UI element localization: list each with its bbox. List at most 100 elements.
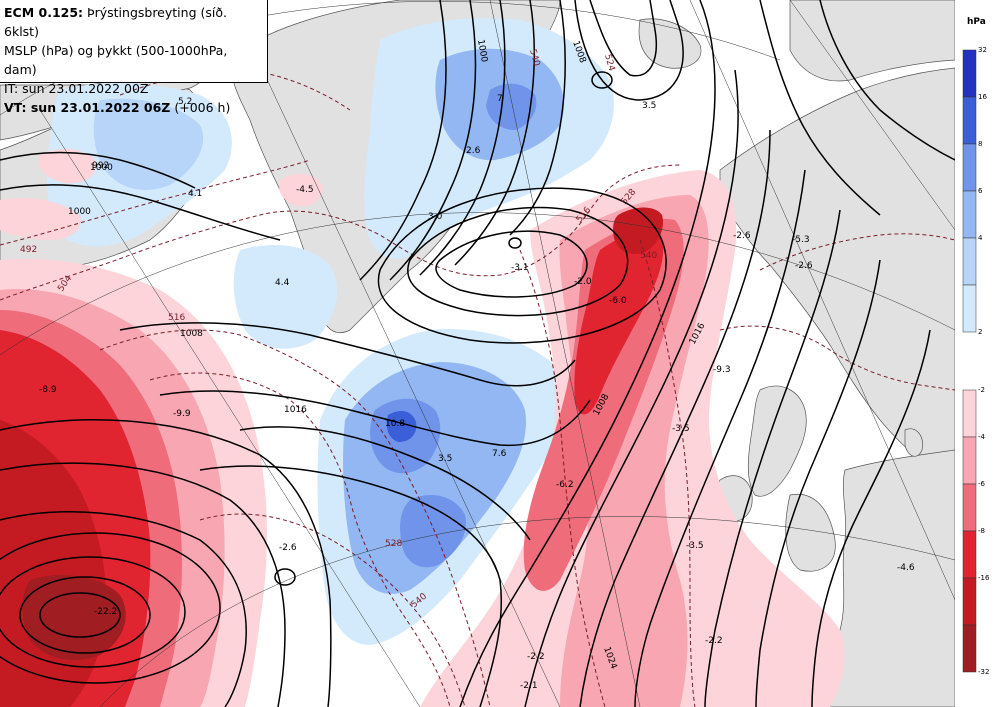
mslp-north-1 xyxy=(359,0,447,281)
mslp-front-7 xyxy=(811,329,931,707)
tendency-label: 7.6 xyxy=(492,449,507,459)
colorbar-segment xyxy=(962,49,977,98)
colorbar-segment xyxy=(962,530,977,579)
colorbar-tick-label: -4 xyxy=(978,433,985,441)
mslp-svalbard-ring-2 xyxy=(574,0,684,101)
tendency-label: 3.5 xyxy=(438,454,452,464)
colorbar-tick-label: 6 xyxy=(978,187,983,195)
pressure-label: 1000 xyxy=(475,39,489,64)
mslp-north-3 xyxy=(419,0,506,276)
mslp-front-3 xyxy=(579,129,771,707)
tendency-label: -2.1 xyxy=(520,681,538,691)
thickness-contour-6 xyxy=(519,249,606,707)
thickness-contour-4 xyxy=(149,372,451,707)
colorbar xyxy=(962,49,977,673)
colorbar-segment xyxy=(962,389,977,438)
thickness-label: 528 xyxy=(385,539,402,549)
colorbar-segment xyxy=(962,624,977,673)
mslp-center-1016 xyxy=(159,390,591,447)
colorbar-segment xyxy=(962,483,977,532)
pressure-label: 992 xyxy=(92,161,109,171)
tendency-label: 4.1 xyxy=(188,189,202,199)
tendency-label: -2.2 xyxy=(527,652,545,662)
rise-colorbar xyxy=(962,49,977,333)
tendency-label: -3.5 xyxy=(686,541,704,551)
weather-map: 1000 1008 1016 1000 1008 1016 1024 1000 … xyxy=(0,0,955,707)
lon-line-3 xyxy=(489,0,641,707)
thickness-label: 524 xyxy=(602,53,616,72)
tendency-label: 3.0 xyxy=(428,212,443,222)
info-box: ECM 0.125: Þrýstingsbreyting (síð. 6klst… xyxy=(0,0,268,115)
mslp-scand-2 xyxy=(819,0,955,161)
mslp-front-2 xyxy=(524,69,739,707)
colorbar-tick-label: -6 xyxy=(978,480,985,488)
tendency-label: -2.6 xyxy=(279,543,297,553)
colorbar-segment xyxy=(962,284,977,333)
thickness-contour-1 xyxy=(0,159,311,246)
mslp-front-5 xyxy=(704,209,841,707)
mslp-low-ring-3 xyxy=(0,556,186,668)
thickness-contours xyxy=(0,69,955,707)
thickness-contour-5 xyxy=(199,513,466,707)
pressure-label: 1008 xyxy=(180,329,203,339)
mslp-svalbard-ring-3 xyxy=(589,0,657,77)
fall-area-front-core xyxy=(613,207,664,255)
rise-area-denmark-strait xyxy=(233,245,338,349)
thickness-label: 540 xyxy=(527,48,541,67)
thickness-contour-8 xyxy=(759,233,955,271)
colorbar-tick-label: -16 xyxy=(978,574,990,582)
land-denmark xyxy=(904,428,923,457)
lat-line-3 xyxy=(99,516,955,707)
lat-line-2 xyxy=(0,212,955,356)
colorbar-segment xyxy=(962,436,977,485)
rise-area-baffin-mid xyxy=(93,98,204,190)
colorbar-segment xyxy=(962,190,977,239)
tendency-label: -2.0 xyxy=(574,277,592,287)
mslp-front-1 xyxy=(459,0,716,707)
mslp-low-ring-5 xyxy=(0,511,247,707)
lon-line-1 xyxy=(39,109,421,707)
lon-line-4 xyxy=(689,0,955,601)
model-name: ECM 0.125: xyxy=(4,5,84,20)
mslp-front-4 xyxy=(634,169,806,707)
colorbar-tick-label: 16 xyxy=(978,93,987,101)
pressure-label: 1016 xyxy=(284,405,307,415)
tendency-label: -3.1 xyxy=(511,263,529,273)
thickness-label: 492 xyxy=(20,245,37,255)
tendency-label: -3.5 xyxy=(672,424,690,434)
tendency-label: 10.8 xyxy=(385,419,405,429)
colorbar-tick-label: -8 xyxy=(978,527,985,535)
mslp-scand-1 xyxy=(759,0,881,216)
tendency-label: -8.9 xyxy=(39,385,57,395)
rise-area-greenland-east-core xyxy=(486,83,537,130)
pressure-rise-fill xyxy=(47,18,614,645)
mslp-north-4 xyxy=(454,0,536,266)
fall-area-sw-peak xyxy=(22,575,126,660)
mslp-iceland-low-1 xyxy=(435,230,588,298)
thickness-label: 540 xyxy=(640,251,657,261)
colorbar-segment xyxy=(962,237,977,286)
thickness-contour-7 xyxy=(639,239,696,707)
rise-area-central-south xyxy=(400,495,466,568)
tendency-label: -4.6 xyxy=(897,563,915,573)
colorbar-tick-label: 8 xyxy=(978,140,983,148)
mslp-low-ring-4 xyxy=(0,532,221,684)
valid-time: VT: sun 23.01.2022 06Z xyxy=(4,100,171,115)
pressure-label: 1000 xyxy=(90,163,113,173)
mslp-center-1008 xyxy=(119,322,576,387)
field-name: Þrýstingsbreyting (síð. 6klst) xyxy=(4,5,227,39)
colorbar-legend: hPa xyxy=(955,0,1000,707)
pressure-label: 1000 xyxy=(68,207,91,217)
fall-colorbar xyxy=(962,389,977,673)
tendency-label: -9.3 xyxy=(713,365,731,375)
mslp-contours xyxy=(0,0,955,707)
colorbar-tick-label: -32 xyxy=(978,668,990,676)
tendency-label: -2.6 xyxy=(733,231,751,241)
fall-area-nw-small xyxy=(38,148,96,184)
subtitle-line: MSLP (hPa) og þykkt (500-1000hPa, dam) xyxy=(4,43,228,77)
tendency-label: -5.3 xyxy=(792,235,810,245)
land-scandinavia xyxy=(719,67,955,481)
tendency-label: 3.5 xyxy=(642,101,656,111)
colorbar-segment xyxy=(962,96,977,145)
